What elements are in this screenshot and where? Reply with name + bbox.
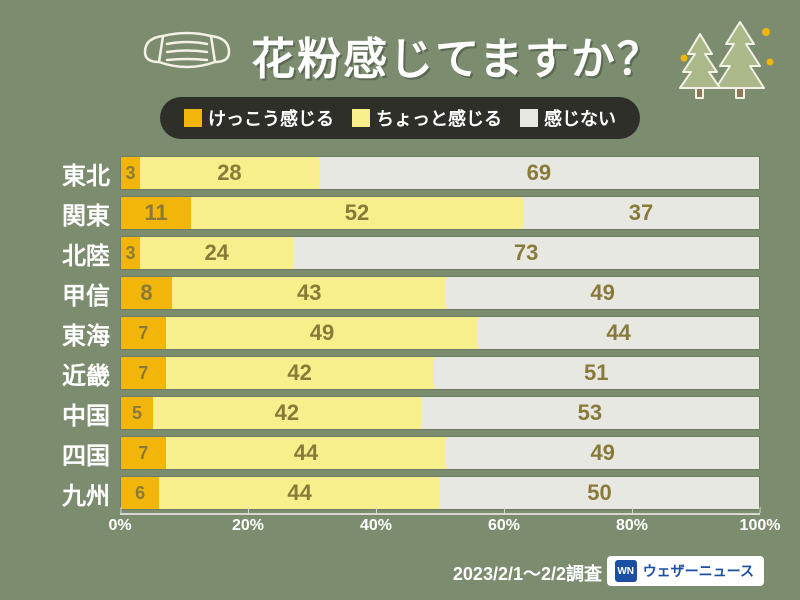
axis-tick: 40% xyxy=(360,509,392,527)
stacked-bar: 115237 xyxy=(120,196,760,230)
bar-segment: 52 xyxy=(191,197,523,229)
bar-segment: 69 xyxy=(319,157,759,189)
brand-logo-icon: WN xyxy=(615,560,637,582)
row-label: 中国 xyxy=(40,396,110,431)
infographic-canvas: 花粉感じてますか？ けっこう感じるちょっと感じる感じない 東北32869関東11… xyxy=(0,0,800,600)
bar-segment: 8 xyxy=(121,277,172,309)
chart-row: 東海 74944 xyxy=(40,313,760,353)
row-label: 九州 xyxy=(40,476,110,511)
chart-row: 九州 64450 xyxy=(40,473,760,513)
bar-segment: 44 xyxy=(166,437,447,469)
stacked-bar: 64450 xyxy=(120,476,760,510)
axis-tick: 20% xyxy=(232,509,264,527)
bar-segment: 43 xyxy=(172,277,446,309)
stacked-bar: 74449 xyxy=(120,436,760,470)
bar-segment: 73 xyxy=(293,237,759,269)
stacked-bar: 74251 xyxy=(120,356,760,390)
chart-row: 東北 32869 xyxy=(40,153,760,193)
axis-tick: 0% xyxy=(108,509,131,527)
bar-segment: 44 xyxy=(159,477,440,509)
bar-segment: 51 xyxy=(434,357,759,389)
bar-segment: 49 xyxy=(446,277,759,309)
bar-segment: 49 xyxy=(446,437,759,469)
axis-tick: 80% xyxy=(616,509,648,527)
chart-row: 甲信 84349 xyxy=(40,273,760,313)
row-label: 関東 xyxy=(40,196,110,231)
stacked-bar: 32869 xyxy=(120,156,760,190)
legend-swatch xyxy=(520,109,538,127)
legend-item: ちょっと感じる xyxy=(352,105,502,131)
chart-row: 四国 74449 xyxy=(40,433,760,473)
chart-title: 花粉感じてますか？ xyxy=(251,23,663,87)
chart-area: 東北32869関東115237北陸32473甲信84349東海74944近畿74… xyxy=(40,153,760,543)
footer: 2023/2/1〜2/2調査 WN ウェザーニュース xyxy=(28,560,772,586)
chart-row: 関東 115237 xyxy=(40,193,760,233)
legend-label: けっこう感じる xyxy=(208,105,334,131)
legend: けっこう感じる ちょっと感じる 感じない xyxy=(28,97,772,139)
legend-label: 感じない xyxy=(544,105,616,131)
axis-tick: 100% xyxy=(740,509,781,527)
legend-swatch xyxy=(352,109,370,127)
legend-item: 感じない xyxy=(520,105,616,131)
title-row: 花粉感じてますか？ xyxy=(28,22,772,87)
bar-segment: 42 xyxy=(166,357,434,389)
bar-segment: 44 xyxy=(478,317,759,349)
chart-row: 中国 54253 xyxy=(40,393,760,433)
row-label: 近畿 xyxy=(40,356,110,391)
row-label: 北陸 xyxy=(40,236,110,271)
axis-tick: 60% xyxy=(488,509,520,527)
bar-segment: 50 xyxy=(440,477,759,509)
bar-segment: 5 xyxy=(121,397,153,429)
legend-item: けっこう感じる xyxy=(184,105,334,131)
brand-name: ウェザーニュース xyxy=(643,561,754,581)
bar-segment: 7 xyxy=(121,317,166,349)
bar-segment: 37 xyxy=(523,197,759,229)
stacked-bar: 54253 xyxy=(120,396,760,430)
row-label: 東北 xyxy=(40,156,110,191)
brand-badge: WN ウェザーニュース xyxy=(607,556,764,586)
trees-icon xyxy=(670,14,780,107)
bar-segment: 49 xyxy=(166,317,479,349)
row-label: 東海 xyxy=(40,316,110,351)
bar-segment: 7 xyxy=(121,357,166,389)
chart-row: 近畿 74251 xyxy=(40,353,760,393)
survey-date: 2023/2/1〜2/2調査 xyxy=(453,560,602,586)
mask-icon xyxy=(137,22,237,87)
bar-segment: 7 xyxy=(121,437,166,469)
bar-segment: 42 xyxy=(153,397,421,429)
stacked-bar: 84349 xyxy=(120,276,760,310)
stacked-bar: 32473 xyxy=(120,236,760,270)
bar-segment: 6 xyxy=(121,477,159,509)
x-axis: 0%20%40%60%80%100% xyxy=(120,513,760,543)
chart-row: 北陸 32473 xyxy=(40,233,760,273)
bar-segment: 3 xyxy=(121,157,140,189)
row-label: 甲信 xyxy=(40,276,110,311)
bar-segment: 24 xyxy=(140,237,293,269)
stacked-bar: 74944 xyxy=(120,316,760,350)
bar-segment: 28 xyxy=(140,157,319,189)
legend-label: ちょっと感じる xyxy=(376,105,502,131)
bar-segment: 11 xyxy=(121,197,191,229)
bar-segment: 3 xyxy=(121,237,140,269)
row-label: 四国 xyxy=(40,436,110,471)
bar-segment: 53 xyxy=(421,397,759,429)
legend-swatch xyxy=(184,109,202,127)
